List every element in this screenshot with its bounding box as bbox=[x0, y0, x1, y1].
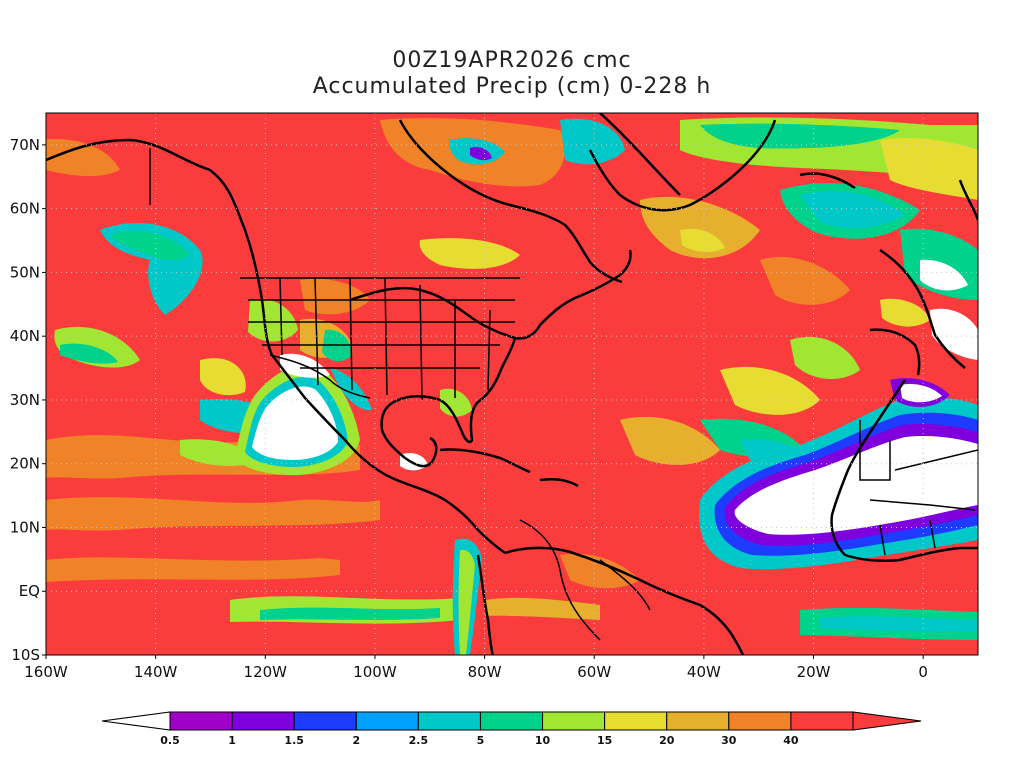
colorbar-swatch bbox=[728, 711, 792, 731]
lon-tick-label: 0 bbox=[918, 663, 928, 681]
border-state-3 bbox=[349, 277, 353, 391]
colorbar-swatch bbox=[293, 711, 357, 731]
longitude-axis: 160W 140W 120W 100W 80W 60W 40W 20W 0 bbox=[24, 655, 928, 681]
colorbar-label: 2.5 bbox=[409, 734, 429, 747]
border-state-5 bbox=[419, 284, 423, 401]
colorbar-label: 1.5 bbox=[284, 734, 304, 747]
precip-map-plot-area bbox=[46, 113, 978, 655]
colorbar-swatch bbox=[666, 711, 730, 731]
coast-yucatan bbox=[404, 436, 438, 468]
lon-tick-label: 140W bbox=[134, 663, 178, 681]
coast-us-gulf bbox=[380, 337, 517, 459]
coast-greenland-east bbox=[599, 113, 681, 196]
colorbar-swatch bbox=[542, 711, 606, 731]
border-africa-4 bbox=[879, 524, 886, 556]
political-boundaries bbox=[149, 148, 978, 641]
colorbar-label: 15 bbox=[597, 734, 612, 747]
lon-tick-label: 160W bbox=[24, 663, 68, 681]
coast-cuba bbox=[439, 448, 531, 474]
colorbar-label: 20 bbox=[659, 734, 675, 747]
colorbar-low-triangle bbox=[101, 711, 171, 731]
lon-tick-label: 20W bbox=[797, 663, 831, 681]
lat-tick-label: 50N bbox=[10, 263, 40, 281]
lat-tick-label: 60N bbox=[10, 200, 40, 218]
lon-tick-label: 60W bbox=[577, 663, 611, 681]
colorbar-label: 5 bbox=[477, 734, 485, 747]
colorbar-label: 10 bbox=[535, 734, 551, 747]
coast-iceland bbox=[799, 172, 856, 190]
precip-field-north-america bbox=[46, 118, 625, 417]
border-africa-3 bbox=[869, 499, 976, 511]
border-us-mexico bbox=[269, 354, 371, 399]
colorbar-swatch bbox=[231, 711, 295, 731]
colorbar-high-triangle bbox=[852, 711, 922, 731]
border-sa-2 bbox=[599, 559, 651, 611]
lon-tick-label: 40W bbox=[687, 663, 721, 681]
colorbar-swatch bbox=[417, 711, 481, 731]
colorbar-swatch bbox=[169, 711, 233, 731]
colorbar-swatch bbox=[790, 711, 854, 731]
colorbar-swatch bbox=[604, 711, 668, 731]
border-africa-5 bbox=[929, 519, 936, 549]
precip-field-mexico-dry bbox=[235, 353, 372, 476]
coastlines bbox=[46, 113, 978, 655]
colorbar-label: 1 bbox=[228, 734, 236, 747]
colorbar-swatch bbox=[355, 711, 419, 731]
map-frame bbox=[45, 112, 979, 656]
border-state-2 bbox=[314, 277, 319, 386]
coast-iberia bbox=[869, 328, 921, 376]
border-sa-1 bbox=[519, 519, 601, 641]
colorbar-label: 40 bbox=[783, 734, 799, 747]
lat-tick-label: 70N bbox=[10, 136, 40, 154]
latitude-axis: 70N 60N 50N 40N 30N 20N 10N EQ 10S bbox=[10, 136, 46, 664]
border-state-7 bbox=[487, 309, 491, 391]
colorbar-swatch bbox=[479, 711, 544, 731]
coast-south-america-west bbox=[476, 554, 494, 655]
precip-field-sahara-dry bbox=[699, 378, 978, 570]
coast-hudson-bay bbox=[398, 119, 623, 284]
border-state-1 bbox=[279, 277, 283, 356]
coast-greenland bbox=[588, 119, 777, 212]
colorbar-label: 0.5 bbox=[160, 734, 180, 747]
lat-tick-label: 10N bbox=[10, 518, 40, 536]
precip-field-south-atlantic-band-inner bbox=[820, 616, 978, 632]
lat-tick-label: 40N bbox=[10, 327, 40, 345]
map-gridlines bbox=[46, 113, 978, 655]
precip-colorbar: 0.5 1 1.5 2 2.5 5 10 15 20 30 40 bbox=[101, 711, 922, 747]
lon-tick-label: 80W bbox=[468, 663, 502, 681]
coast-scandinavia bbox=[958, 179, 978, 221]
coast-pacific-americas bbox=[46, 138, 506, 555]
map-title-line-1: 00Z19APR2026 cmc bbox=[392, 48, 632, 73]
lat-tick-label: 30N bbox=[10, 391, 40, 409]
coast-western-europe bbox=[879, 248, 966, 369]
map-title-line-2: Accumulated Precip (cm) 0-228 h bbox=[312, 74, 712, 99]
lat-tick-label: 10S bbox=[11, 646, 40, 664]
coast-south-america-north bbox=[504, 546, 745, 655]
lon-tick-label: 100W bbox=[353, 663, 397, 681]
lon-tick-label: 120W bbox=[244, 663, 288, 681]
lat-tick-label: 20N bbox=[10, 455, 40, 473]
coast-west-africa bbox=[830, 379, 978, 563]
precip-field-atlantic bbox=[620, 117, 978, 467]
precip-field-pacific bbox=[46, 222, 460, 624]
border-africa-1 bbox=[859, 420, 891, 481]
colorbar-label: 2 bbox=[352, 734, 360, 747]
colorbar-label: 30 bbox=[721, 734, 737, 747]
border-africa-2 bbox=[894, 449, 978, 471]
coast-hispaniola bbox=[539, 478, 579, 488]
lat-tick-label: EQ bbox=[19, 582, 40, 600]
